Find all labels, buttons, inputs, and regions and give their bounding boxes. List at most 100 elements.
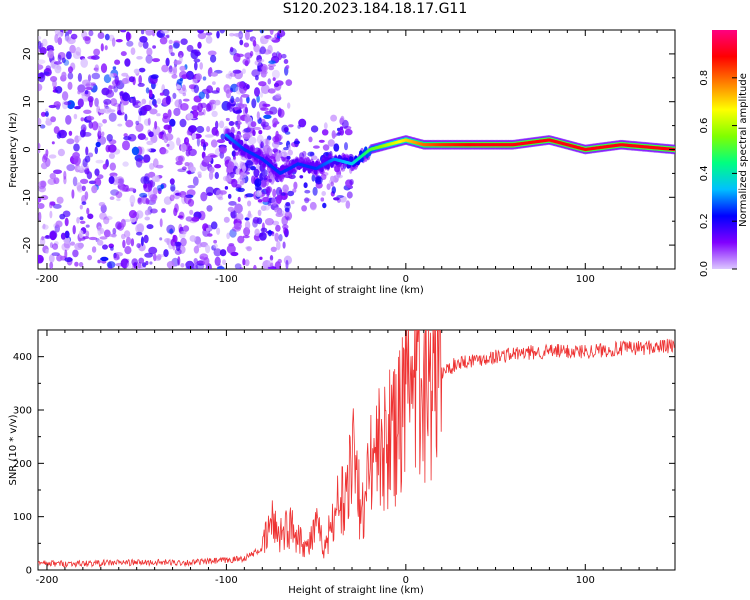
spectrogram-cell — [93, 48, 100, 56]
spectrogram-x-label: Height of straight line (km) — [288, 285, 424, 296]
spectrogram-cell — [349, 179, 354, 186]
spectrogram-cell — [133, 68, 140, 74]
spectrogram-cell — [179, 118, 187, 128]
spectrogram-cell — [166, 261, 175, 269]
spectrogram-cell — [99, 227, 105, 234]
snr-y-tick-label: 200 — [13, 459, 32, 470]
spectrogram-cell — [164, 133, 174, 141]
spectrogram-cell — [135, 223, 145, 234]
spectrogram-cell — [154, 120, 158, 130]
spectrogram-cell — [76, 217, 80, 224]
spectrogram-cell — [123, 136, 132, 141]
spectrogram-cell — [283, 59, 289, 64]
spectrogram-cell — [211, 110, 218, 118]
spectrogram-cell — [128, 33, 132, 40]
spectrogram-cell — [125, 119, 134, 128]
spectrogram-cell — [150, 74, 159, 79]
spectrogram-cell — [114, 59, 121, 65]
spectrogram-cell — [193, 58, 201, 63]
spectrogram-cell — [285, 65, 290, 69]
spectrogram-cell — [108, 153, 115, 159]
spectrogram-cell — [197, 111, 204, 116]
spectrogram-cell — [120, 103, 124, 113]
colorbar-tick-label: 0.2 — [699, 213, 710, 229]
spectrogram-cell — [49, 173, 56, 180]
spectrogram-cell — [337, 127, 341, 132]
spectrogram-cell — [196, 125, 205, 134]
spectrogram-cell — [206, 126, 211, 133]
spectrogram-cell — [206, 205, 213, 212]
spectrogram-cell — [217, 196, 224, 201]
spectrogram-cell — [287, 102, 291, 109]
spectrogram-cell — [259, 232, 267, 241]
spectrogram-cell — [38, 197, 42, 203]
spectrogram-cell — [146, 148, 152, 152]
spectrogram-cell — [313, 145, 320, 149]
spectrogram-cell — [87, 96, 94, 103]
spectrogram-cell — [207, 233, 213, 237]
spectrogram-cell — [267, 266, 277, 269]
spectrogram-cell — [90, 82, 96, 86]
spectrogram-cell — [267, 229, 272, 237]
spectrogram-cell — [159, 147, 167, 155]
spectrogram-y-label: Frequency (Hz) — [8, 112, 19, 188]
spectrogram-cell — [177, 168, 187, 173]
spectrogram-cell — [177, 256, 181, 266]
spectrogram-cell — [109, 73, 114, 78]
spectrogram-cell — [135, 123, 144, 132]
spectrogram-cell — [55, 220, 63, 228]
spectrogram-cell — [214, 171, 219, 180]
spectrogram-cell — [48, 254, 55, 263]
spectrogram-cell — [165, 95, 171, 105]
spectrogram-cell — [103, 98, 112, 105]
spectrogram-cell — [88, 236, 98, 241]
spectrogram-cell — [70, 241, 75, 246]
spectrogram-cell — [100, 256, 109, 262]
spectrogram-cell — [233, 52, 241, 63]
spectrogram-cell — [167, 124, 172, 134]
spectrogram-cell — [160, 148, 169, 155]
spectrogram-cell — [80, 117, 85, 122]
spectrogram-cell — [237, 122, 241, 130]
spectrogram-cell — [225, 175, 232, 183]
spectrogram-cell — [126, 262, 132, 269]
spectrogram-cell — [79, 216, 84, 221]
spectrogram-cell — [191, 49, 200, 54]
spectrogram-cell — [108, 233, 117, 237]
spectrogram-cell — [94, 146, 99, 155]
spectrogram-cell — [244, 259, 250, 267]
spectrogram-cell — [102, 163, 108, 170]
spectrogram-cell — [106, 109, 116, 113]
spectrogram-cell — [61, 71, 67, 79]
spectrogram-cell — [45, 111, 49, 117]
spectrogram-cell — [148, 89, 153, 98]
spectrogram-cell — [57, 54, 62, 62]
spectrogram-cell — [98, 108, 107, 114]
spectrogram-cell — [131, 258, 138, 266]
spectrogram-cell — [50, 116, 56, 123]
spectrogram-cell — [122, 161, 129, 167]
spectrogram-cell — [236, 114, 242, 122]
spectrogram-cell — [161, 64, 169, 73]
spectrogram-cell — [122, 239, 126, 249]
spectrogram-cell — [87, 55, 97, 60]
spectrogram-cell — [267, 63, 276, 67]
spectrogram-cell — [264, 218, 274, 226]
spectrogram-cell — [109, 196, 115, 200]
spectrogram-cell — [200, 191, 208, 202]
spectrogram-cell — [151, 175, 159, 183]
spectrogram-cell — [208, 171, 214, 180]
spectrogram-cell — [53, 169, 62, 175]
spectrogram-cell — [212, 81, 216, 85]
spectrogram-cell — [54, 33, 59, 44]
spectrogram-cell — [152, 45, 157, 49]
spectrogram-cell — [331, 130, 336, 139]
spectrogram-cell — [108, 112, 117, 122]
spectrogram-cell — [62, 210, 71, 218]
spectrogram-cell — [192, 176, 199, 186]
spectrogram-cell — [210, 54, 217, 63]
spectrogram-cell — [148, 99, 153, 107]
spectrogram-cell — [181, 166, 187, 171]
spectrogram-cell — [51, 141, 55, 145]
spectrogram-cell — [313, 168, 318, 175]
